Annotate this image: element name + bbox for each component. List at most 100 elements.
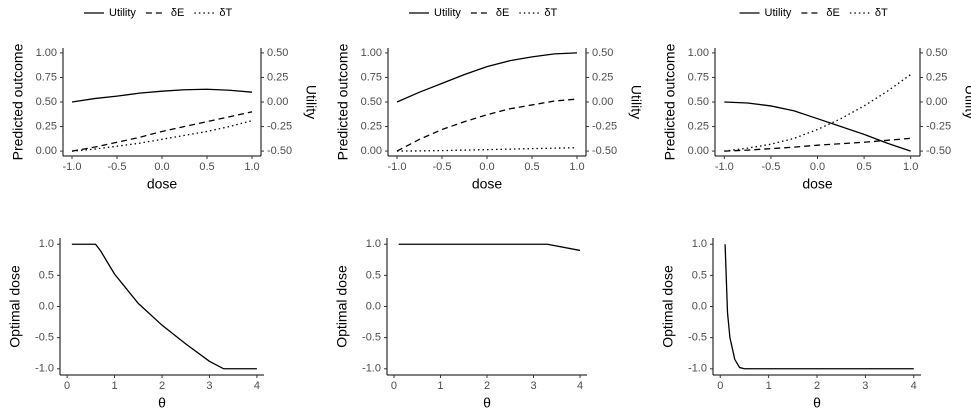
y-tick-label: 1.00 [688,47,709,59]
x-tick-label: 1.0 [903,161,918,173]
x-tick-label: 0 [64,380,70,392]
y-tick-label: 1.00 [361,47,382,59]
x-tick-label: 3 [862,380,868,392]
y2-tick-label: -0.25 [592,120,617,132]
y-tick-label: 0.25 [688,120,709,132]
legend-label: δT [875,7,888,19]
x-tick-label: -0.5 [108,161,127,173]
x-tick-label: 2 [159,380,165,392]
legend-label: δT [544,7,557,19]
y-tick-label: -0.5 [362,332,381,344]
x-axis-title: θ [158,395,166,411]
y-tick-label: 1.00 [36,47,57,59]
series-line [71,88,253,103]
y2-tick-label: 0.25 [592,71,613,83]
y2-tick-label: 0.00 [267,96,288,108]
y2-tick-label: 0.25 [267,71,288,83]
y-tick-label: 1.0 [692,238,707,250]
series-line [71,111,253,152]
y2-tick-label: 0.00 [926,96,947,108]
legend-label: Utility [765,7,792,19]
y2-axis-title: Utility [628,85,644,119]
series-line [71,243,257,370]
x-tick-label: -0.5 [433,161,452,173]
x-tick-label: -1.0 [388,161,407,173]
x-tick-label: 4 [254,380,260,392]
y-axis-title: Predicted outcome [10,43,26,160]
series-line [398,243,581,252]
x-tick-label: 4 [577,380,583,392]
y-tick-label: 0.75 [36,71,57,83]
x-tick-label: 0 [391,380,397,392]
x-tick-label: 3 [530,380,536,392]
series-line [724,137,911,152]
legend-label: δE [496,7,509,19]
y-tick-label: 0.00 [361,145,382,157]
legend-label: δE [171,7,184,19]
series-line [724,244,914,370]
x-tick-label: -1.0 [63,161,82,173]
y-tick-label: 0.50 [361,96,382,108]
legend-label: Utility [109,7,136,19]
x-tick-label: 0.5 [856,161,871,173]
y-axis-title: Predicted outcome [335,43,351,160]
x-tick-label: 0.5 [524,161,539,173]
y-tick-label: 0.25 [36,120,57,132]
series-line [724,73,912,152]
series-line [71,120,253,152]
legend-label: δE [826,7,839,19]
y-tick-label: 0.0 [692,300,707,312]
y2-tick-label: -0.50 [592,145,617,157]
y-tick-label: -1.0 [35,363,54,375]
legend-label: Utility [434,7,461,19]
y2-tick-label: -0.25 [267,120,292,132]
series-line [396,147,578,152]
y-tick-label: 0.0 [366,300,381,312]
y2-tick-label: 0.50 [926,47,947,59]
y-tick-label: 0.5 [366,269,381,281]
x-tick-label: 4 [911,380,917,392]
y2-tick-label: -0.50 [926,145,951,157]
y-tick-label: 1.0 [366,238,381,250]
x-axis-title: dose [802,176,833,192]
y-axis-title: Optimal dose [7,265,23,348]
y-axis-title: Optimal dose [334,265,350,348]
x-tick-label: 1 [437,380,443,392]
series-line [396,98,578,152]
series-line [396,52,578,103]
series-line [724,101,911,152]
x-axis-title: θ [483,395,491,411]
y2-tick-label: 0.25 [926,71,947,83]
y-tick-label: -1.0 [688,363,707,375]
legend-label: δT [219,7,232,19]
y-tick-label: 0.00 [688,145,709,157]
y-tick-label: 0.00 [36,145,57,157]
x-axis-title: dose [472,176,503,192]
y-tick-label: 0.50 [36,96,57,108]
y-tick-label: 0.25 [361,120,382,132]
x-tick-label: 0 [717,380,723,392]
x-tick-label: 0.5 [199,161,214,173]
x-tick-label: 0.0 [154,161,169,173]
x-tick-label: 2 [484,380,490,392]
x-tick-label: 1.0 [244,161,259,173]
x-tick-label: 0.0 [479,161,494,173]
y2-axis-title: Utility [962,85,971,119]
y-tick-label: -1.0 [362,363,381,375]
x-axis-title: dose [147,176,178,192]
y-tick-label: 0.5 [692,269,707,281]
x-tick-label: 1 [766,380,772,392]
y2-tick-label: 0.50 [267,47,288,59]
y-tick-label: 0.0 [39,300,54,312]
y-axis-title: Optimal dose [660,265,676,348]
y2-tick-label: 0.50 [592,47,613,59]
x-tick-label: -1.0 [715,161,734,173]
y2-tick-label: -0.50 [267,145,292,157]
y-tick-label: 0.5 [39,269,54,281]
x-axis-title: θ [813,395,821,411]
y-tick-label: 1.0 [39,238,54,250]
x-tick-label: 2 [814,380,820,392]
x-tick-label: 1 [111,380,117,392]
